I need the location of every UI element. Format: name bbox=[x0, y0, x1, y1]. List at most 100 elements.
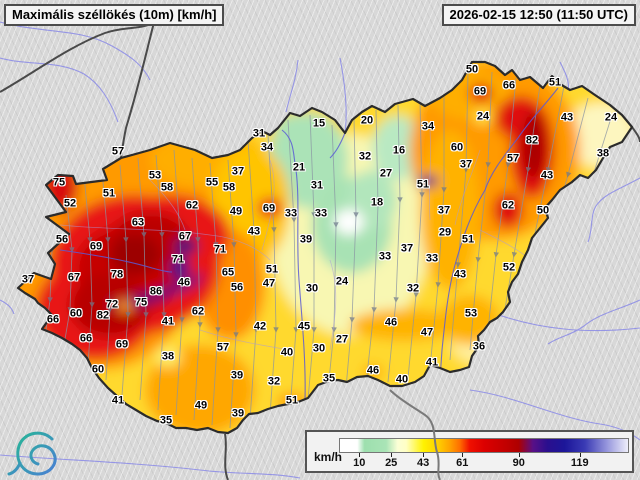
legend-unit-label: km/h bbox=[314, 450, 343, 464]
wind-gust-value: 34 bbox=[260, 141, 274, 154]
wind-gust-value: 65 bbox=[221, 266, 235, 279]
wind-gust-value: 60 bbox=[69, 307, 83, 320]
river-raba bbox=[59, 249, 173, 273]
wind-gust-value: 32 bbox=[267, 375, 281, 388]
wind-gust-value: 18 bbox=[370, 196, 384, 209]
foreign-borders bbox=[0, 21, 640, 480]
wind-gust-value: 33 bbox=[425, 252, 439, 265]
wind-gust-value: 39 bbox=[231, 407, 245, 420]
wind-gust-value: 46 bbox=[384, 316, 398, 329]
wind-gust-value: 43 bbox=[247, 225, 261, 238]
legend-tick-label: 61 bbox=[456, 457, 469, 469]
wind-gust-value: 39 bbox=[230, 369, 244, 382]
legend-tick-mark bbox=[579, 453, 581, 457]
wind-gust-value: 51 bbox=[548, 76, 562, 89]
wind-gust-value: 41 bbox=[161, 315, 175, 328]
wind-gust-value: 37 bbox=[231, 165, 245, 178]
wind-gust-value: 67 bbox=[178, 230, 192, 243]
river-tisza bbox=[436, 87, 559, 429]
wind-gust-value: 37 bbox=[21, 273, 35, 286]
wind-gust-value: 45 bbox=[297, 320, 311, 333]
wind-gust-value: 56 bbox=[230, 281, 244, 294]
wind-gust-value: 71 bbox=[171, 253, 185, 266]
wind-gust-value: 33 bbox=[378, 250, 392, 263]
wind-gust-value: 37 bbox=[437, 204, 451, 217]
wind-gust-value: 57 bbox=[506, 152, 520, 165]
wind-gust-value: 24 bbox=[604, 111, 618, 124]
wind-gust-value: 38 bbox=[161, 350, 175, 363]
legend-tick-mark bbox=[462, 453, 464, 457]
wind-gust-value: 55 bbox=[205, 176, 219, 189]
wind-gust-value: 43 bbox=[560, 111, 574, 124]
wind-gust-value: 16 bbox=[392, 144, 406, 157]
wind-gust-value: 43 bbox=[540, 169, 554, 182]
legend-tick-label: 43 bbox=[416, 457, 430, 469]
wind-gust-value: 86 bbox=[149, 285, 163, 298]
wind-gust-value: 67 bbox=[67, 271, 81, 284]
wind-gust-value: 52 bbox=[502, 261, 516, 274]
wind-gust-value: 41 bbox=[425, 356, 439, 369]
wind-gust-value: 57 bbox=[111, 145, 125, 158]
legend-tick-label: 119 bbox=[570, 457, 589, 469]
wind-gust-value: 35 bbox=[159, 414, 173, 427]
wind-gust-value: 51 bbox=[285, 394, 299, 407]
wind-gust-value: 62 bbox=[191, 305, 205, 318]
wind-gust-value: 66 bbox=[46, 313, 60, 326]
wind-gust-value: 46 bbox=[366, 364, 380, 377]
wind-gust-value: 82 bbox=[96, 309, 110, 322]
wind-gust-value: 69 bbox=[115, 338, 129, 351]
wind-gust-value: 37 bbox=[400, 242, 414, 255]
wind-gust-value: 51 bbox=[102, 187, 116, 200]
color-scale-legend: km/h 10 25 43 61 90 119 bbox=[305, 430, 634, 473]
wind-gust-value: 82 bbox=[525, 134, 539, 147]
wind-gust-value: 66 bbox=[79, 332, 93, 345]
wind-gust-value: 58 bbox=[160, 181, 174, 194]
wind-gust-value: 53 bbox=[464, 307, 478, 320]
wind-gust-value: 51 bbox=[461, 233, 475, 246]
map-timestamp-text: 2026-02-15 12:50 (11:50 UTC) bbox=[449, 7, 629, 22]
wind-gust-value: 72 bbox=[105, 298, 119, 311]
wind-gust-value: 24 bbox=[335, 275, 349, 288]
wind-gust-value: 75 bbox=[134, 296, 148, 309]
wind-gust-value: 27 bbox=[335, 333, 349, 346]
wind-gust-value: 15 bbox=[312, 117, 326, 130]
wind-gust-value: 71 bbox=[213, 243, 227, 256]
wind-gust-value: 56 bbox=[55, 233, 69, 246]
hungary-outline bbox=[16, 60, 634, 435]
wind-gust-value: 52 bbox=[63, 197, 77, 210]
legend-tick-label: 10 bbox=[353, 457, 366, 469]
wind-gust-value: 62 bbox=[501, 199, 515, 212]
wind-gust-value: 51 bbox=[265, 263, 279, 276]
wind-gust-value: 21 bbox=[292, 161, 306, 174]
map-title-text: Maximális széllökés (10m) [km/h] bbox=[12, 7, 217, 22]
wind-gust-value: 42 bbox=[253, 320, 267, 333]
wind-gust-value: 38 bbox=[596, 147, 610, 160]
legend-tick-label: 25 bbox=[385, 457, 398, 469]
wind-gust-value: 62 bbox=[185, 199, 199, 212]
wind-gust-value: 69 bbox=[262, 202, 276, 215]
wind-gust-value: 39 bbox=[299, 233, 313, 246]
legend-ticks: 10 25 43 61 90 119 bbox=[339, 432, 629, 475]
wind-gust-value: 37 bbox=[459, 158, 473, 171]
legend-tick-mark bbox=[518, 453, 520, 457]
wind-gust-value: 69 bbox=[473, 85, 487, 98]
wind-gust-value: 57 bbox=[216, 341, 230, 354]
wind-gust-value: 35 bbox=[322, 372, 336, 385]
wind-gust-value: 53 bbox=[148, 169, 162, 182]
wind-gust-value: 63 bbox=[131, 216, 145, 229]
wind-gust-value: 49 bbox=[194, 399, 208, 412]
wind-gust-value: 66 bbox=[502, 79, 516, 92]
wind-gust-value: 60 bbox=[450, 141, 464, 154]
legend-tick-mark bbox=[359, 453, 361, 457]
wind-gust-value: 24 bbox=[476, 110, 490, 123]
wind-gust-value: 30 bbox=[305, 282, 319, 295]
map-timestamp: 2026-02-15 12:50 (11:50 UTC) bbox=[441, 4, 636, 26]
wind-gust-value: 69 bbox=[89, 240, 103, 253]
wind-gust-value: 78 bbox=[110, 268, 124, 281]
wind-gust-value: 27 bbox=[379, 167, 393, 180]
wind-gust-value: 34 bbox=[421, 120, 435, 133]
wind-gust-value: 75 bbox=[52, 176, 66, 189]
wind-gust-value: 33 bbox=[314, 207, 328, 220]
